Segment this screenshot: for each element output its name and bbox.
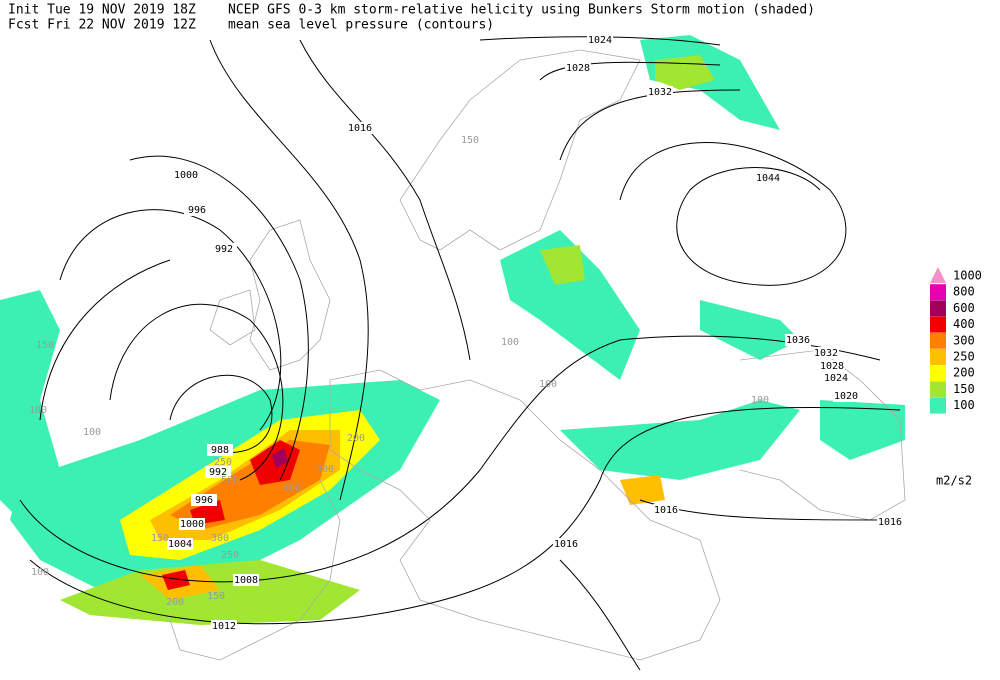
contour-label-bg [167,538,193,550]
helicity-label: 200 [347,433,365,444]
legend-label: 150 [953,382,975,396]
contour-label: 992 [215,244,233,255]
contour-label: 1016 [654,505,678,516]
contour-label-bg [565,62,591,74]
helicity-label: 150 [207,591,225,602]
legend-unit: m2/s2 [936,474,972,488]
contour-label-bg [813,347,839,359]
legend-label: 100 [953,398,975,412]
helicity-label: 100 [751,395,769,406]
isobars [19,36,901,671]
subtitle: mean sea level pressure (contours) [228,18,494,33]
helicity-label: 500 [221,475,239,486]
coastlines [169,49,906,661]
legend: 1000 800 600 400 300 250 200 150 100 m2/s2 [930,267,982,488]
contour-label-bg [553,538,579,550]
title: NCEP GFS 0-3 km storm-relative helicity … [228,3,815,18]
contour-label-bg [833,390,859,402]
helicity-label: 150 [36,340,54,351]
contour-label: 1000 [180,519,204,530]
helicity-label: 150 [461,135,479,146]
helicity-label: 100 [539,379,557,390]
legend-swatch [930,284,946,301]
helicity-label: 200 [166,597,184,608]
legend-label: 600 [953,301,975,315]
contour-label: 1028 [566,63,590,74]
helicity-label: 300 [316,464,334,475]
helicity-label: 100 [31,567,49,578]
contour-label-bg [205,466,231,478]
legend-swatch [930,267,946,283]
contour-label: 1000 [174,170,198,181]
helicity-label: 400 [283,483,301,494]
legend-label: 300 [953,333,975,347]
legend-swatch [930,300,946,317]
contour-label: 1032 [648,87,672,98]
legend-label: 1000 [953,269,982,283]
legend-swatch [930,397,946,414]
contour-label-bg [785,334,811,346]
forecast-time: Fcst Fri 22 NOV 2019 12Z [8,18,196,33]
contour-label-bg [587,34,613,46]
contour-label-bg [823,372,849,384]
legend-label: 400 [953,317,975,331]
legend-swatch [930,349,946,365]
contour-label: 1032 [814,348,838,359]
contour-label-bg [173,169,199,181]
contour-label-bg [877,516,903,528]
legend-swatch [930,316,946,333]
contour-label: 1028 [820,361,844,372]
contour-label: 1036 [786,335,810,346]
contour-label: 1020 [834,391,858,402]
contour-label-bg [647,86,673,98]
contour-label-bg [819,360,845,372]
contour-label-bg [347,122,373,134]
helicity-label: 100 [29,405,47,416]
legend-swatch [930,365,946,382]
contour-label: 992 [209,467,227,478]
contour-label: 1044 [756,173,780,184]
contour-label-bg [211,620,237,632]
contour-label: 1016 [348,123,372,134]
init-time: Init Tue 19 NOV 2019 18Z [8,3,196,18]
helicity-label: 300 [211,533,229,544]
contour-label: 1012 [212,621,236,632]
contour-label: 1024 [588,35,612,46]
contour-label-bg [184,204,210,216]
helicity-label: 150 [151,533,169,544]
shading [0,35,905,625]
contour-label-bg [653,504,679,516]
contour-label: 996 [195,495,213,506]
legend-label: 250 [953,350,975,364]
legend-label: 800 [953,285,975,299]
contour-label: 1008 [234,575,258,586]
helicity-label: 250 [214,457,232,468]
helicity-label: 100 [501,337,519,348]
contour-label: 1004 [168,539,192,550]
contour-label: 1024 [824,373,848,384]
helicity-label: 100 [83,427,101,438]
contour-label-bg [755,172,781,184]
legend-label: 200 [953,366,975,380]
contour-label: 1016 [878,517,902,528]
contour-label: 1016 [554,539,578,550]
contour-label-bg [211,243,237,255]
contour-label-bg [233,574,259,586]
contour-label: 988 [211,445,229,456]
legend-swatch [930,332,946,349]
contour-label: 996 [188,205,206,216]
contour-label-bg [179,518,205,530]
legend-swatch [930,381,946,398]
contour-label-bg [207,444,233,456]
labels: 1024102810321016104410009969921036103210… [29,34,903,632]
helicity-label: 250 [221,550,239,561]
contour-label-bg [191,494,217,506]
